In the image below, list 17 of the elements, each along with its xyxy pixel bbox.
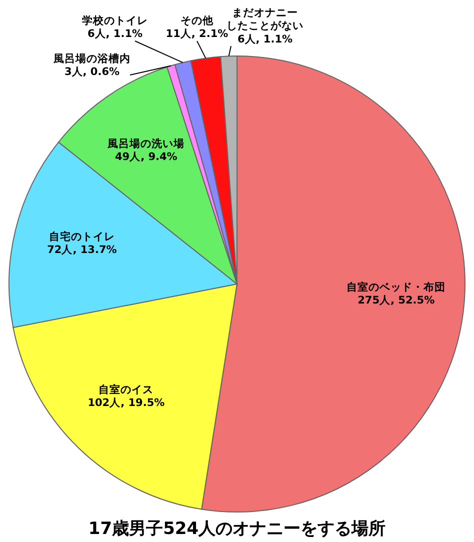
data-label: 6人, 1.1%: [237, 33, 294, 46]
slice-label: 自宅のトイレ: [48, 230, 115, 244]
slice-label: 自室のイス: [98, 382, 154, 396]
slice-label: 風呂場の洗い場: [106, 136, 185, 150]
slice-label: 学校のトイレ: [82, 14, 148, 27]
text: 17歳男子524人のオナニーをする場所: [88, 519, 386, 539]
data-label: 49人, 9.4%: [114, 150, 178, 163]
data-label: 6人, 1.1%: [87, 28, 144, 40]
data-label: 275人, 52.5%: [358, 294, 436, 307]
data-label: 11人, 2.1%: [166, 28, 229, 40]
slice-label: 風呂場の浴槽内: [52, 52, 130, 65]
data-label: 102人, 19.5%: [88, 396, 166, 409]
data-label: 72人, 13.7%: [47, 244, 118, 256]
slice-label: 自室のベッド・布団: [346, 280, 446, 294]
slice-label: その他: [180, 14, 214, 27]
data-label: 3人, 0.6%: [64, 66, 120, 78]
slice-label: まだオナニーしたことがない: [226, 7, 304, 32]
